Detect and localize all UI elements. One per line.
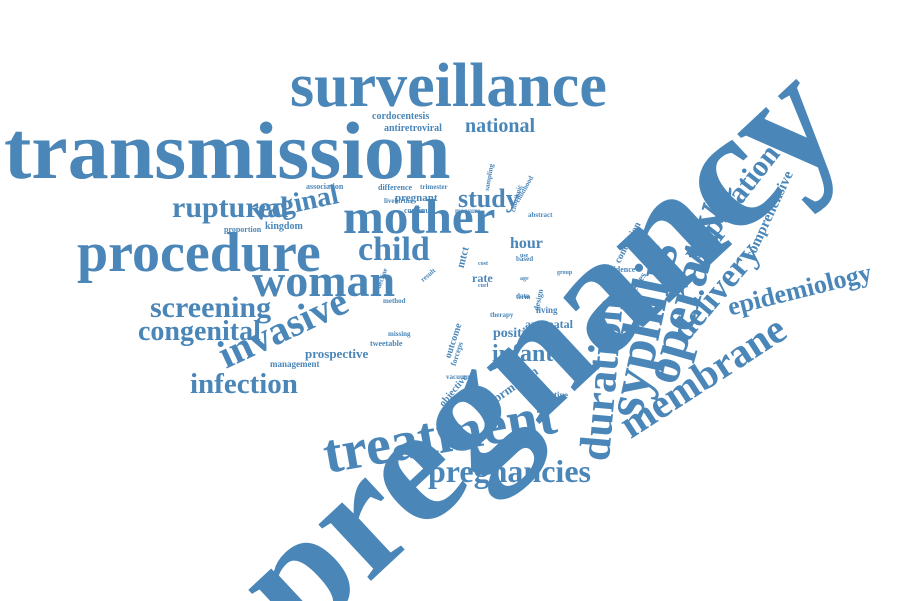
word-continue: continue [404,206,434,215]
word-livebirths: livebirths [384,197,413,205]
word-therapy: therapy [490,311,514,319]
word-duration: duration [569,295,633,463]
word-available: available [492,361,527,371]
word-rate: rate [472,271,493,285]
word-proportion: proportion [224,225,262,234]
word-curl: curl [478,283,489,289]
word-prospective: prospective [305,346,369,361]
word-infant: infant [492,341,554,367]
word-procedure: procedure [77,222,321,284]
word-based: based [516,255,534,263]
word-management: management [270,359,320,369]
word-association: association [306,182,344,191]
word-data: data [516,292,530,300]
word-missing: missing [388,330,411,338]
word-age: age [520,276,529,282]
word-term: term [516,293,531,301]
word-cost: cost [478,261,488,267]
word-trimester: trimester [420,183,448,191]
word-infection: infection [190,368,298,400]
word-study: study [458,184,519,213]
word-child: child [358,231,430,268]
word-woman: woman [252,255,396,306]
word-antiretroviral: antiretroviral [384,123,442,134]
word-transmission: transmission [4,105,451,196]
word-abstract: abstract [528,211,553,219]
word-positive: positive [493,326,539,341]
word-congenital: congenital [138,316,261,347]
word-result: result [419,266,438,284]
word-mother: mother [343,189,496,244]
word-vacuum: vacuum [446,373,470,381]
word-measure: measure [455,207,481,215]
word-ruptured: ruptured [172,191,289,224]
word-mtct: mtct [454,245,472,270]
word-group: group [557,270,573,276]
word-descriptive: descriptive [526,390,568,400]
word-use: use [520,253,529,259]
word-hour: hour [510,235,543,252]
word-living: living [536,305,558,315]
word-pregnant: pregnant [395,192,438,204]
word-surveillance: surveillance [290,52,607,120]
word-method: method [383,297,406,305]
word-tweetable: tweetable [370,339,403,348]
word-national: national [465,115,536,137]
word-evidence: evidence [606,265,636,274]
word-cordocentesis: cordocentesis [372,111,430,122]
word-kingdom: kingdom [265,221,303,232]
word-antenatal: antenatal [525,317,573,331]
word-screening: screening [150,291,272,324]
word-pregnancies: pregnancies [428,453,591,489]
word-difference: difference [378,183,413,192]
